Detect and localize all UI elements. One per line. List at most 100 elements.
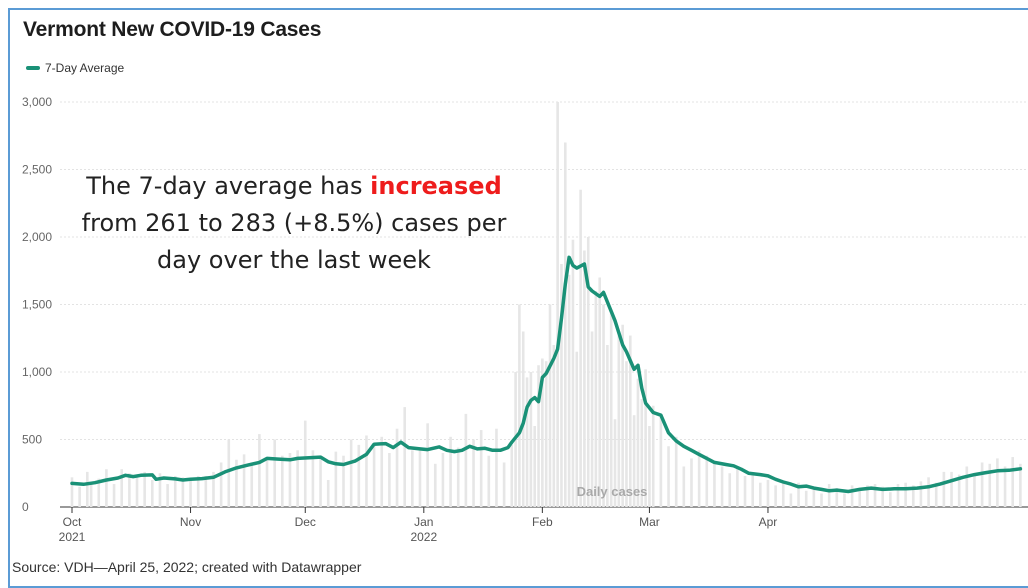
daily-case-bar bbox=[835, 488, 839, 507]
daily-case-bar bbox=[774, 485, 777, 507]
daily-case-bar bbox=[644, 369, 647, 507]
x-tick-sublabel: 2021 bbox=[59, 530, 86, 544]
daily-case-bar bbox=[1011, 457, 1015, 507]
daily-case-bar bbox=[533, 426, 537, 507]
daily-case-bar bbox=[820, 493, 823, 507]
daily-case-bar bbox=[571, 239, 575, 507]
daily-case-bar bbox=[212, 471, 215, 507]
daily-case-bar bbox=[598, 277, 602, 507]
daily-case-bar bbox=[812, 486, 816, 507]
daily-case-bar bbox=[850, 485, 854, 507]
daily-case-bar bbox=[70, 477, 74, 507]
daily-case-bar bbox=[827, 484, 831, 507]
daily-case-bar bbox=[873, 484, 877, 507]
y-tick-label: 2,000 bbox=[22, 230, 52, 244]
daily-case-bar bbox=[881, 486, 884, 507]
daily-case-bar bbox=[196, 475, 200, 507]
daily-case-bar bbox=[950, 471, 953, 507]
daily-case-bar bbox=[583, 250, 586, 507]
daily-case-bar bbox=[632, 415, 636, 507]
x-tick-label: Jan bbox=[414, 515, 433, 529]
daily-case-bar bbox=[563, 142, 567, 507]
daily-case-bar bbox=[629, 335, 632, 507]
daily-case-bar bbox=[250, 462, 254, 507]
daily-case-bar bbox=[988, 463, 992, 507]
daily-case-bar bbox=[720, 466, 724, 507]
daily-case-bar bbox=[927, 477, 930, 507]
daily-case-bar bbox=[736, 466, 739, 507]
daily-case-bar bbox=[464, 413, 468, 507]
daily-case-bar bbox=[713, 462, 716, 507]
daily-case-bar bbox=[525, 377, 529, 507]
daily-case-bar bbox=[728, 473, 732, 507]
y-tick-label: 3,000 bbox=[22, 95, 52, 109]
daily-case-bar bbox=[743, 475, 747, 507]
daily-case-bar bbox=[804, 490, 808, 507]
daily-case-bar bbox=[411, 450, 414, 507]
daily-case-bar bbox=[334, 451, 338, 507]
daily-case-bar bbox=[403, 407, 406, 507]
daily-case-bar bbox=[751, 473, 754, 507]
daily-case-bar bbox=[105, 469, 108, 507]
daily-case-bar bbox=[759, 482, 762, 507]
daily-case-bar bbox=[651, 405, 655, 507]
daily-case-bar bbox=[135, 474, 139, 507]
y-tick-label: 500 bbox=[22, 433, 42, 447]
daily-case-bar bbox=[552, 345, 556, 507]
daily-case-bar bbox=[510, 444, 514, 507]
daily-case-bar bbox=[219, 462, 223, 507]
daily-case-bar bbox=[942, 471, 946, 507]
daily-case-bar bbox=[617, 335, 621, 507]
daily-case-bar bbox=[311, 450, 315, 507]
y-tick-label: 2,500 bbox=[22, 163, 52, 177]
daily-case-bar bbox=[487, 455, 491, 507]
daily-case-bar bbox=[613, 419, 617, 507]
daily-case-bar bbox=[449, 436, 452, 507]
source-note: Source: VDH—April 25, 2022; created with… bbox=[12, 559, 362, 575]
daily-case-bar bbox=[609, 311, 613, 507]
daily-case-bar bbox=[479, 430, 483, 507]
annotation-line-3: day over the last week bbox=[157, 246, 431, 274]
daily-case-bar bbox=[502, 462, 506, 507]
daily-case-bar bbox=[281, 455, 284, 507]
daily-case-bar bbox=[380, 436, 384, 507]
daily-case-bar bbox=[659, 416, 663, 507]
x-tick-label: Oct bbox=[63, 515, 82, 529]
daily-case-bar bbox=[575, 351, 579, 507]
daily-case-bar bbox=[904, 482, 907, 507]
daily-case-bar bbox=[319, 455, 322, 507]
daily-case-bar bbox=[456, 447, 460, 507]
daily-case-bar bbox=[980, 462, 984, 507]
daily-case-bar bbox=[288, 453, 292, 507]
daily-case-bar bbox=[957, 474, 961, 507]
daily-case-bar bbox=[181, 477, 185, 507]
daily-case-bar bbox=[143, 471, 146, 507]
chart-title: Vermont New COVID-19 Cases bbox=[23, 18, 322, 41]
daily-case-bar bbox=[235, 459, 238, 507]
daily-case-bar bbox=[242, 454, 246, 507]
daily-case-bar bbox=[395, 428, 399, 507]
daily-case-bar bbox=[602, 304, 605, 507]
daily-case-bar bbox=[843, 493, 846, 507]
x-tick-label: Mar bbox=[639, 515, 660, 529]
daily-case-bar bbox=[697, 450, 701, 507]
legend: 7-Day Average bbox=[26, 61, 124, 75]
daily-case-bar bbox=[204, 475, 208, 507]
daily-case-bar bbox=[537, 365, 540, 507]
daily-case-bar bbox=[418, 448, 422, 507]
daily-case-bar bbox=[973, 473, 976, 507]
daily-case-bar bbox=[965, 466, 969, 507]
daily-case-bar bbox=[766, 480, 770, 507]
daily-case-bar bbox=[590, 331, 594, 507]
bar-label: Daily cases bbox=[577, 484, 648, 499]
daily-case-bar bbox=[151, 480, 154, 507]
daily-case-bar bbox=[606, 345, 609, 507]
daily-case-bar bbox=[682, 466, 686, 507]
y-tick-label: 0 bbox=[22, 500, 29, 514]
legend-label: 7-Day Average bbox=[45, 61, 125, 75]
daily-case-bar bbox=[342, 455, 345, 507]
y-tick-label: 1,000 bbox=[22, 365, 52, 379]
legend-swatch bbox=[26, 66, 40, 70]
daily-case-bar bbox=[667, 446, 670, 507]
